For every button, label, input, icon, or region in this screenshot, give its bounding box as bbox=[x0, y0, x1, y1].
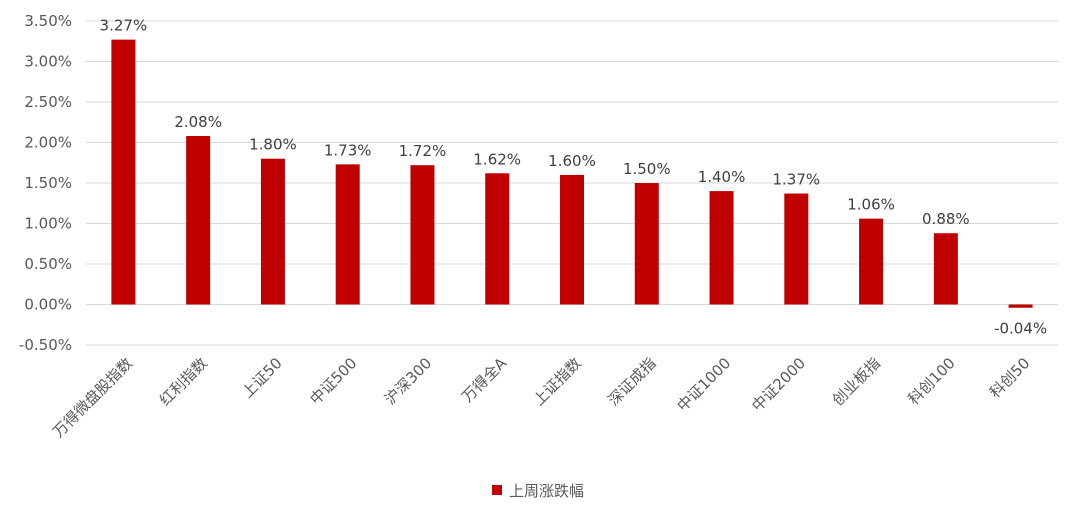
data-label: 1.60% bbox=[548, 152, 596, 170]
x-tick-label: 科创100 bbox=[904, 354, 958, 408]
x-tick-label: 科创50 bbox=[986, 354, 1033, 401]
data-label: 3.27% bbox=[100, 17, 148, 35]
data-label: -0.04% bbox=[994, 320, 1047, 338]
bar bbox=[260, 158, 285, 305]
bar bbox=[859, 218, 884, 305]
bar bbox=[634, 183, 659, 305]
data-label: 1.40% bbox=[698, 168, 746, 186]
data-label: 0.88% bbox=[922, 210, 970, 228]
data-label: 2.08% bbox=[174, 113, 222, 131]
bar bbox=[784, 193, 809, 305]
x-tick-label: 中证500 bbox=[306, 354, 360, 408]
y-tick-label: 1.50% bbox=[24, 174, 72, 192]
x-tick-label: 创业板指 bbox=[829, 354, 884, 409]
x-tick-label: 沪深300 bbox=[381, 354, 435, 408]
bar bbox=[186, 136, 211, 305]
y-tick-label: 2.00% bbox=[24, 134, 72, 152]
y-tick-label: 0.00% bbox=[24, 296, 72, 314]
bar bbox=[933, 233, 958, 305]
data-label: 1.37% bbox=[772, 171, 820, 189]
bar bbox=[709, 191, 734, 305]
legend-swatch bbox=[492, 485, 502, 495]
bar bbox=[485, 173, 510, 305]
data-label: 1.50% bbox=[623, 160, 671, 178]
x-tick-label: 红利指数 bbox=[156, 354, 211, 409]
bar bbox=[1008, 304, 1033, 308]
data-label: 1.06% bbox=[847, 196, 895, 214]
x-tick-label: 万得全A bbox=[458, 354, 510, 406]
x-tick-label: 深证成指 bbox=[604, 354, 659, 409]
data-labels: 3.27% 2.08% 1.80% 1.73% 1.72% 1.62% 1.60% 1.50%… bbox=[100, 17, 1048, 338]
x-axis-category-labels: 万得微盘股指数 红利指数 上证50 中证500 沪深300 万得全A 上证指数 深证成指 中证1… bbox=[49, 354, 1033, 442]
data-label: 1.62% bbox=[473, 150, 521, 168]
bars bbox=[111, 39, 1033, 308]
x-tick-label: 上证50 bbox=[238, 354, 285, 401]
y-tick-label: 3.50% bbox=[24, 12, 72, 30]
y-tick-label: 3.00% bbox=[24, 53, 72, 71]
bar bbox=[111, 39, 136, 305]
bar bbox=[410, 165, 435, 305]
y-tick-label: 0.50% bbox=[24, 255, 72, 273]
y-tick-label: 2.50% bbox=[24, 93, 72, 111]
data-label: 1.80% bbox=[249, 136, 297, 154]
x-tick-label: 上证指数 bbox=[530, 354, 585, 409]
y-axis-tick-labels: 3.50% 3.00% 2.50% 2.00% 1.50% 1.00% 0.50% 0.00%… bbox=[19, 12, 72, 354]
x-tick-label: 万得微盘股指数 bbox=[49, 354, 136, 441]
data-label: 1.72% bbox=[399, 142, 447, 160]
legend: 上周涨跌幅 bbox=[492, 482, 584, 500]
x-tick-label: 中证2000 bbox=[748, 354, 809, 415]
data-label: 1.73% bbox=[324, 141, 372, 159]
bar bbox=[560, 174, 584, 305]
x-tick-label: 中证1000 bbox=[673, 354, 734, 415]
y-tick-label: -0.50% bbox=[19, 336, 72, 354]
bar bbox=[335, 164, 360, 305]
y-tick-label: 1.00% bbox=[24, 215, 72, 233]
legend-label: 上周涨跌幅 bbox=[509, 482, 584, 500]
